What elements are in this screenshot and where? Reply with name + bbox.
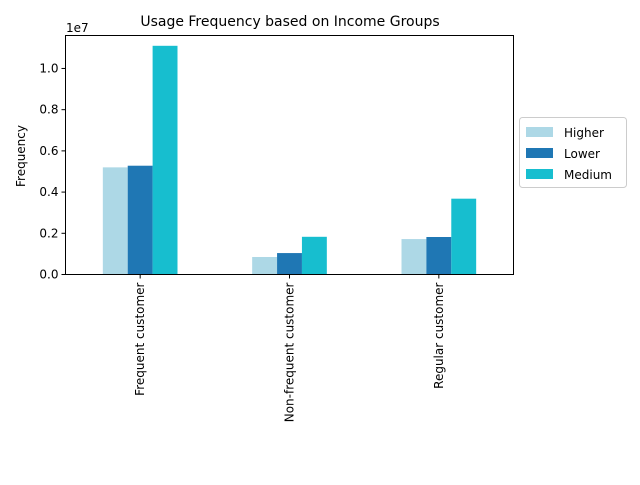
y-axis-scale-label: 1e7 bbox=[66, 21, 89, 35]
y-tick-label: 0.0 bbox=[39, 268, 58, 282]
legend-label-medium: Medium bbox=[564, 168, 612, 182]
plot-frame bbox=[65, 35, 514, 275]
y-tick-label: 0.8 bbox=[39, 103, 58, 117]
bar-higher-1 bbox=[102, 167, 128, 275]
x-tick-label: Regular customer bbox=[432, 282, 446, 388]
y-axis-ticks: 0.0 0.2 0.4 0.6 0.8 1.0 bbox=[39, 61, 66, 282]
bar-medium-3 bbox=[451, 198, 477, 275]
y-tick-label: 0.6 bbox=[39, 144, 58, 158]
bar-lower-3 bbox=[426, 237, 452, 275]
bar-higher-2 bbox=[252, 256, 278, 275]
legend-label-lower: Lower bbox=[564, 147, 600, 161]
x-axis-ticks: Frequent customer Non-frequent customer Re… bbox=[133, 274, 446, 422]
legend-swatch-medium bbox=[526, 169, 553, 179]
legend-swatch-lower bbox=[526, 148, 553, 158]
x-tick-label: Non-frequent customer bbox=[283, 282, 297, 422]
bar-lower-2 bbox=[277, 253, 302, 275]
bar-higher-3 bbox=[401, 239, 427, 275]
bar-lower-1 bbox=[127, 165, 153, 275]
legend: Higher Lower Medium bbox=[519, 117, 627, 188]
bars-layer bbox=[102, 45, 477, 275]
x-tick-label: Frequent customer bbox=[133, 282, 147, 395]
y-tick-label: 0.4 bbox=[39, 185, 58, 199]
y-axis-label: Frequency bbox=[14, 125, 28, 187]
chart-title: Usage Frequency based on Income Groups bbox=[140, 14, 439, 30]
y-tick-label: 0.2 bbox=[39, 226, 58, 240]
legend-label-higher: Higher bbox=[564, 126, 604, 140]
bar-medium-1 bbox=[152, 45, 178, 275]
y-tick-label: 1.0 bbox=[39, 61, 58, 75]
legend-swatch-higher bbox=[526, 127, 553, 137]
bar-medium-2 bbox=[301, 236, 327, 275]
